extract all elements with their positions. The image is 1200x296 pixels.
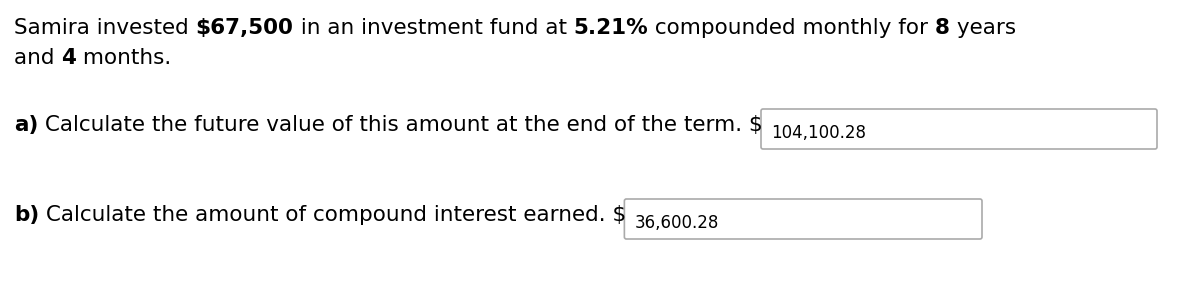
Text: a): a) [14,115,38,135]
Text: Calculate the amount of compound interest earned. $: Calculate the amount of compound interes… [40,205,626,225]
FancyBboxPatch shape [761,109,1157,149]
Text: months.: months. [77,48,172,68]
Text: 8: 8 [935,18,950,38]
Text: Samira invested: Samira invested [14,18,196,38]
Text: Calculate the future value of this amount at the end of the term. $: Calculate the future value of this amoun… [38,115,763,135]
Text: b): b) [14,205,40,225]
Text: 4: 4 [61,48,77,68]
Text: in an investment fund at: in an investment fund at [294,18,574,38]
Text: and: and [14,48,61,68]
Text: compounded monthly for: compounded monthly for [648,18,935,38]
Text: 36,600.28: 36,600.28 [635,214,719,232]
Text: 5.21%: 5.21% [574,18,648,38]
Text: $67,500: $67,500 [196,18,294,38]
FancyBboxPatch shape [624,199,982,239]
Text: years: years [950,18,1016,38]
Text: 104,100.28: 104,100.28 [772,124,866,142]
